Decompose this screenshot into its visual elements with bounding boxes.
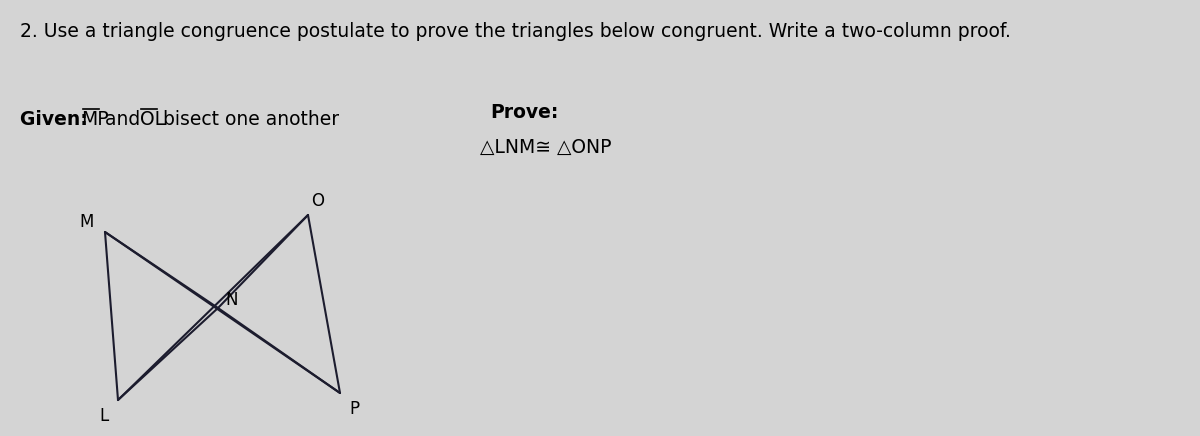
- Text: M: M: [80, 213, 94, 231]
- Text: bisect one another: bisect one another: [157, 110, 340, 129]
- Text: MP: MP: [82, 110, 109, 129]
- Text: Prove:: Prove:: [490, 103, 558, 122]
- Text: O: O: [312, 192, 324, 210]
- Text: N: N: [226, 291, 239, 309]
- Text: Given:: Given:: [20, 110, 95, 129]
- Text: and: and: [98, 110, 146, 129]
- Text: L: L: [100, 407, 109, 425]
- Text: OL: OL: [140, 110, 166, 129]
- Text: P: P: [349, 400, 359, 418]
- Text: 2. Use a triangle congruence postulate to prove the triangles below congruent. W: 2. Use a triangle congruence postulate t…: [20, 22, 1010, 41]
- Text: △LNM≅ △ONP: △LNM≅ △ONP: [480, 138, 612, 157]
